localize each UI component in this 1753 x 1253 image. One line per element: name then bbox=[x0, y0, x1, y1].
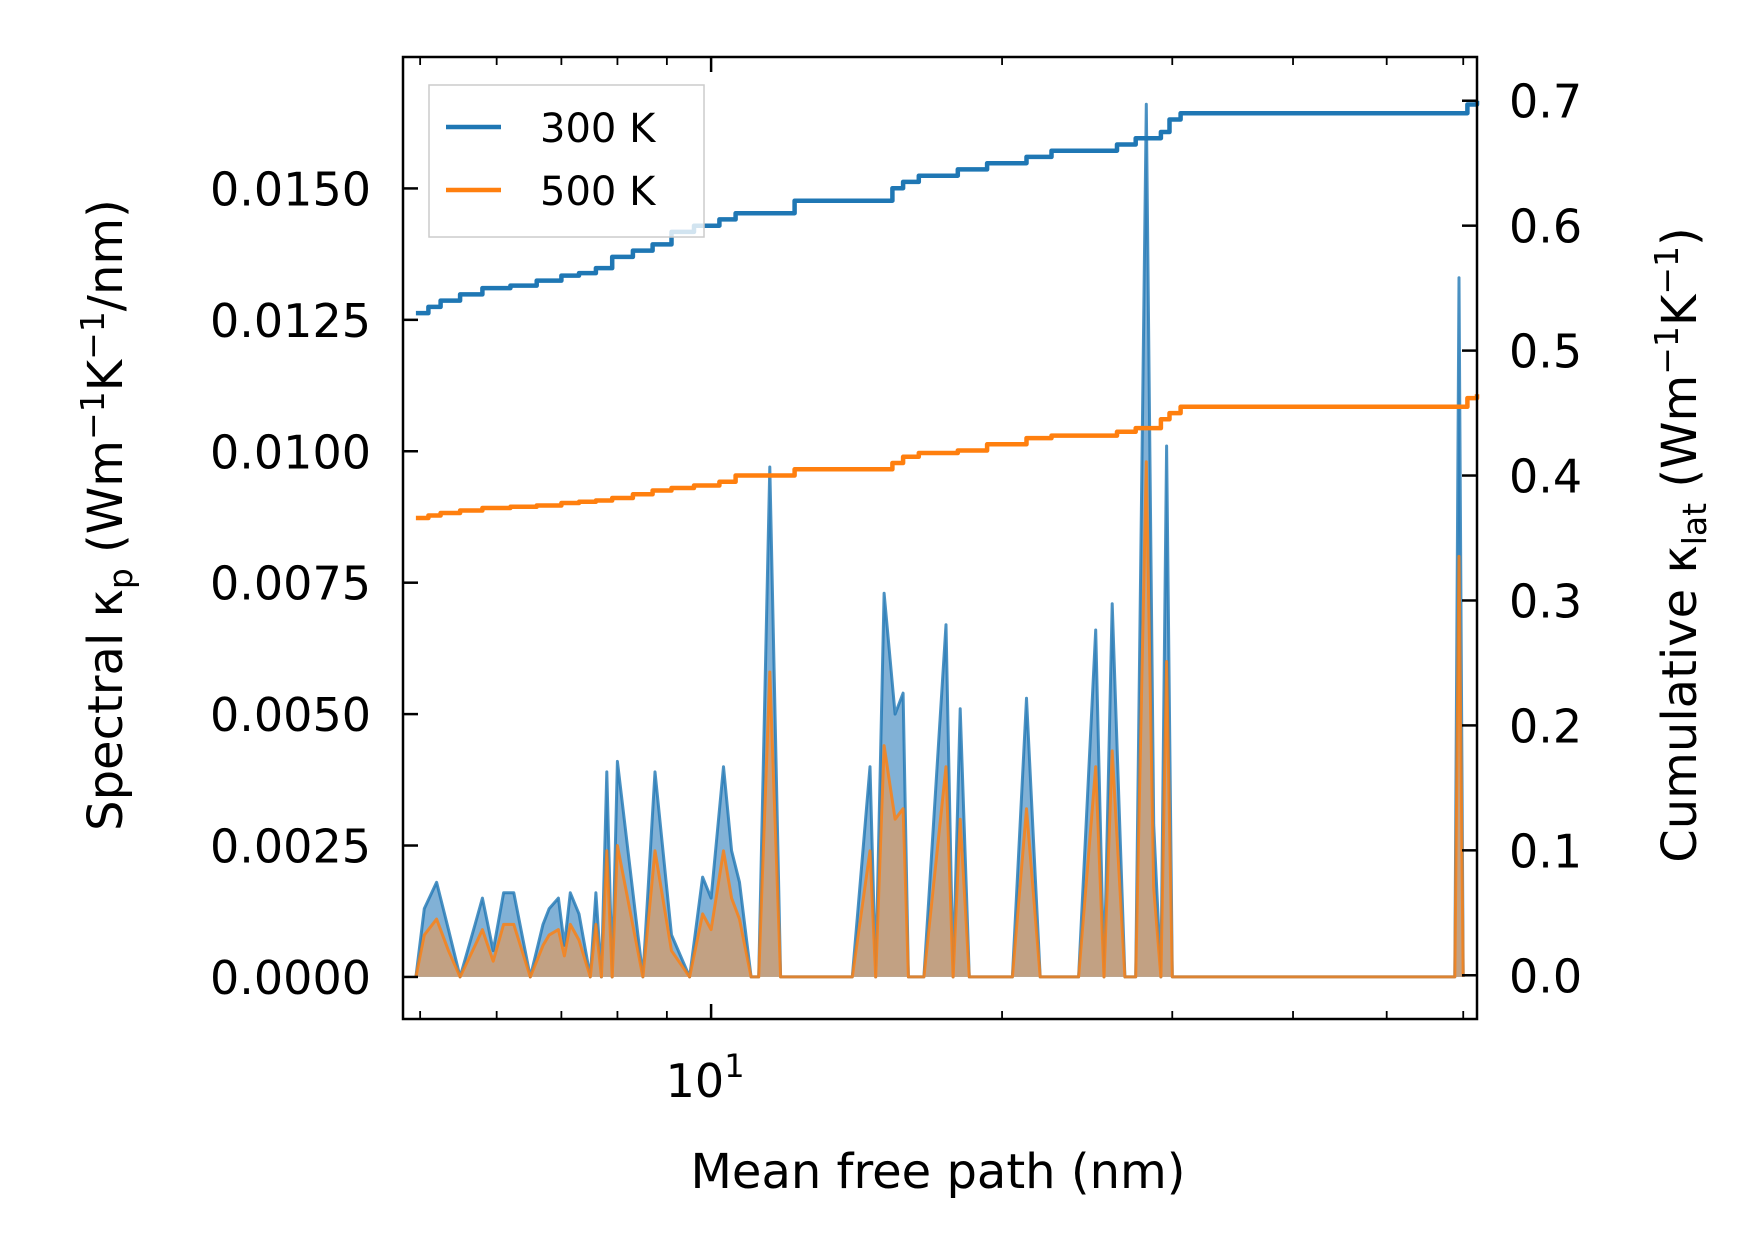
tick-marks bbox=[403, 57, 1477, 1019]
spectral-area-300k bbox=[415, 104, 1464, 977]
x-tick-label-base: 10 bbox=[666, 1054, 725, 1108]
right-y-tick-label: 0.7 bbox=[1509, 75, 1582, 129]
axes-frame bbox=[401, 55, 1479, 1021]
spectral-area-500k bbox=[415, 461, 1464, 977]
right-y-label-unit-k: K bbox=[1652, 293, 1708, 326]
left-y-tick-label: 0.0125 bbox=[210, 294, 371, 348]
right-y-label-prefix: Cumulative κ bbox=[1652, 545, 1708, 863]
right-y-axis-label: Cumulative κlat (Wm−1K−1) bbox=[1647, 227, 1714, 863]
right-y-tick-label: 0.1 bbox=[1509, 824, 1582, 878]
right-y-tick-label: 0.4 bbox=[1509, 450, 1582, 504]
left-y-label-prefix: Spectral κ bbox=[78, 589, 134, 831]
tick-labels: 0.00000.00250.00500.00750.01000.01250.01… bbox=[210, 75, 1582, 1108]
spectral-line-500k bbox=[414, 460, 1465, 979]
left-y-tick-label: 0.0100 bbox=[210, 425, 371, 479]
left-y-tick-label: 0.0050 bbox=[210, 688, 371, 742]
left-y-tick-label: 0.0000 bbox=[210, 951, 371, 1005]
right-y-tick-label: 0.0 bbox=[1509, 949, 1582, 1003]
left-y-label-unit-k: K bbox=[78, 358, 134, 391]
left-y-label-exp-1: −1 bbox=[73, 391, 112, 440]
right-y-label-unit-end: ) bbox=[1652, 227, 1708, 246]
left-y-tick-label: 0.0025 bbox=[210, 820, 371, 874]
plot-frame bbox=[401, 55, 1479, 1021]
right-y-label-sub: lat bbox=[1675, 503, 1714, 545]
x-axis-label: Mean free path (nm) bbox=[691, 1144, 1186, 1200]
x-tick-label: 101 bbox=[666, 1047, 745, 1108]
x-tick-label-exp: 1 bbox=[724, 1047, 744, 1085]
left-y-label-suffix: (Wm bbox=[78, 440, 134, 568]
legend-label-500k: 500 K bbox=[540, 169, 657, 215]
left-y-tick-label: 0.0075 bbox=[210, 557, 371, 611]
cumulative-line-300k bbox=[415, 100, 1480, 316]
right-y-tick-label: 0.5 bbox=[1509, 325, 1582, 379]
right-y-label-suffix: (Wm bbox=[1652, 375, 1708, 503]
right-y-label-exp-2: −1 bbox=[1647, 246, 1686, 295]
right-y-tick-label: 0.2 bbox=[1509, 699, 1582, 753]
right-y-tick-label: 0.6 bbox=[1509, 200, 1582, 254]
right-y-label-exp-1: −1 bbox=[1647, 326, 1686, 375]
legend-box bbox=[428, 84, 705, 238]
spectral-fills bbox=[414, 102, 1465, 979]
left-y-label-exp-2: −1 bbox=[73, 311, 112, 360]
legend-label-300k: 300 K bbox=[540, 106, 657, 152]
left-y-tick-label: 0.0150 bbox=[210, 162, 371, 216]
right-y-tick-label: 0.3 bbox=[1509, 574, 1582, 628]
cumulative-line-500k bbox=[415, 394, 1480, 521]
series-lines bbox=[415, 100, 1480, 521]
legend: 300 K 500 K bbox=[428, 84, 705, 238]
left-y-label-unit-end: /nm) bbox=[78, 199, 134, 311]
left-y-axis-label: Spectral κp (Wm−1K−1/nm) bbox=[73, 199, 140, 831]
left-y-label-sub: p bbox=[101, 568, 140, 589]
